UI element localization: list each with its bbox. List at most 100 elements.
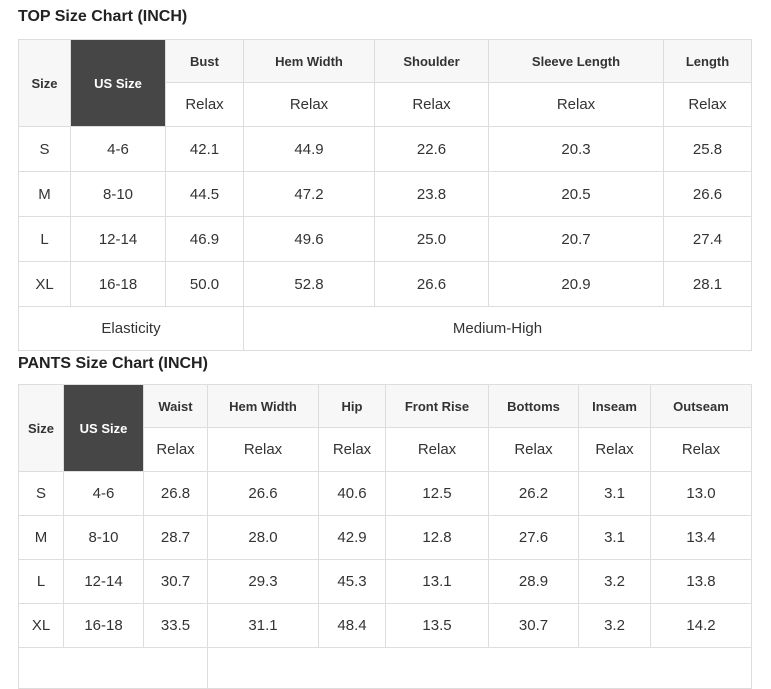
column-header-shoulder: Shoulder — [374, 39, 489, 83]
measurement-cell: 29.3 — [207, 559, 319, 604]
measurement-cell: 23.8 — [374, 171, 489, 217]
fit-label: Relax — [578, 427, 651, 472]
us-size-cell: 16-18 — [70, 261, 166, 307]
fit-label: Relax — [374, 82, 489, 127]
table-row: XL 16-18 50.0 52.8 26.6 20.9 28.1 — [18, 261, 752, 307]
table-row: L 12-14 30.7 29.3 45.3 13.1 28.9 3.2 13.… — [18, 559, 752, 604]
measurement-cell: 20.3 — [488, 126, 664, 172]
measurement-cell: 3.1 — [578, 515, 651, 560]
measurement-cell: 26.2 — [488, 471, 579, 516]
column-header-bust: Bust — [165, 39, 244, 83]
top-chart-title: TOP Size Chart (INCH) — [18, 8, 188, 25]
measurement-cell: 25.8 — [663, 126, 752, 172]
fit-label: Relax — [650, 427, 752, 472]
measurement-cell: 27.6 — [488, 515, 579, 560]
us-size-cell: 8-10 — [70, 171, 166, 217]
measurement-cell: 50.0 — [165, 261, 244, 307]
top-fit-row: Relax Relax Relax Relax Relax — [19, 82, 752, 127]
measurement-cell: 20.9 — [488, 261, 664, 307]
fit-label: Relax — [207, 427, 319, 472]
elasticity-value: Medium-High — [243, 306, 752, 351]
measurement-cell: 3.2 — [578, 559, 651, 604]
measurement-cell: 28.9 — [488, 559, 579, 604]
fit-label: Relax — [318, 427, 386, 472]
measurement-cell: 3.1 — [578, 471, 651, 516]
us-size-header-cell: US Size — [63, 384, 144, 472]
pants-chart-title: PANTS Size Chart (INCH) — [18, 355, 208, 372]
size-cell: L — [18, 216, 71, 262]
size-cell: S — [18, 471, 64, 516]
column-header-hip: Hip — [318, 384, 386, 428]
measurement-cell: 47.2 — [243, 171, 375, 217]
elasticity-row: Elasticity Medium-High — [18, 306, 752, 351]
size-cell: XL — [18, 261, 71, 307]
measurement-cell: 33.5 — [143, 603, 208, 648]
table-row: M 8-10 44.5 47.2 23.8 20.5 26.6 — [18, 171, 752, 217]
measurement-cell: 44.5 — [165, 171, 244, 217]
measurement-cell: 12.5 — [385, 471, 489, 516]
us-size-cell: 12-14 — [63, 559, 144, 604]
size-cell: M — [18, 171, 71, 217]
table-row: S 4-6 42.1 44.9 22.6 20.3 25.8 — [18, 126, 752, 172]
measurement-cell: 28.1 — [663, 261, 752, 307]
fit-label: Relax — [663, 82, 752, 127]
fit-label: Relax — [385, 427, 489, 472]
table-row: L 12-14 46.9 49.6 25.0 20.7 27.4 — [18, 216, 752, 262]
measurement-cell: 22.6 — [374, 126, 489, 172]
measurement-cell: 42.1 — [165, 126, 244, 172]
measurement-cell: 26.6 — [374, 261, 489, 307]
size-cell: L — [18, 559, 64, 604]
column-header-hem-width: Hem Width — [243, 39, 375, 83]
column-header-waist: Waist — [143, 384, 208, 428]
fit-label: Relax — [165, 82, 244, 127]
elasticity-row-cutoff — [18, 647, 752, 689]
fit-label: Relax — [243, 82, 375, 127]
table-row: M 8-10 28.7 28.0 42.9 12.8 27.6 3.1 13.4 — [18, 515, 752, 560]
measurement-cell: 13.8 — [650, 559, 752, 604]
us-size-cell: 8-10 — [63, 515, 144, 560]
us-size-cell: 4-6 — [70, 126, 166, 172]
measurement-cell: 46.9 — [165, 216, 244, 262]
size-cell: S — [18, 126, 71, 172]
measurement-cell: 42.9 — [318, 515, 386, 560]
column-header-outseam: Outseam — [650, 384, 752, 428]
us-size-header-cell: US Size — [70, 39, 166, 127]
size-header-cell: Size — [18, 384, 64, 472]
measurement-cell: 12.8 — [385, 515, 489, 560]
measurement-cell: 27.4 — [663, 216, 752, 262]
pants-header-row: Size US Size Waist Hem Width Hip Front R… — [18, 384, 752, 472]
elasticity-value-cutoff — [207, 647, 752, 689]
fit-label: Relax — [488, 82, 664, 127]
column-header-sleeve-length: Sleeve Length — [488, 39, 664, 83]
fit-label: Relax — [143, 427, 208, 472]
measurement-cell: 13.4 — [650, 515, 752, 560]
pants-fit-row: Relax Relax Relax Relax Relax Relax Rela… — [19, 427, 752, 472]
measurement-cell: 30.7 — [143, 559, 208, 604]
measurement-cell: 45.3 — [318, 559, 386, 604]
measurement-cell: 44.9 — [243, 126, 375, 172]
measurement-cell: 13.0 — [650, 471, 752, 516]
pants-size-chart-table: Size US Size Waist Hem Width Hip Front R… — [18, 384, 752, 689]
us-size-cell: 4-6 — [63, 471, 144, 516]
elasticity-label-cutoff — [18, 647, 208, 689]
table-row: S 4-6 26.8 26.6 40.6 12.5 26.2 3.1 13.0 — [18, 471, 752, 516]
column-header-bottoms: Bottoms — [488, 384, 579, 428]
measurement-cell: 26.8 — [143, 471, 208, 516]
measurement-cell: 13.1 — [385, 559, 489, 604]
size-header-cell: Size — [18, 39, 71, 127]
column-header-length: Length — [663, 39, 752, 83]
top-header-row: Size US Size Bust Hem Width Shoulder Sle… — [18, 39, 752, 127]
column-header-hem-width: Hem Width — [207, 384, 319, 428]
measurement-cell: 20.7 — [488, 216, 664, 262]
measurement-cell: 52.8 — [243, 261, 375, 307]
measurement-cell: 28.0 — [207, 515, 319, 560]
size-cell: M — [18, 515, 64, 560]
top-size-chart-table: Size US Size Bust Hem Width Shoulder Sle… — [18, 39, 752, 351]
measurement-cell: 40.6 — [318, 471, 386, 516]
us-size-cell: 12-14 — [70, 216, 166, 262]
column-header-inseam: Inseam — [578, 384, 651, 428]
elasticity-label: Elasticity — [18, 306, 244, 351]
measurement-cell: 20.5 — [488, 171, 664, 217]
measurement-cell: 25.0 — [374, 216, 489, 262]
measurement-cell: 26.6 — [207, 471, 319, 516]
